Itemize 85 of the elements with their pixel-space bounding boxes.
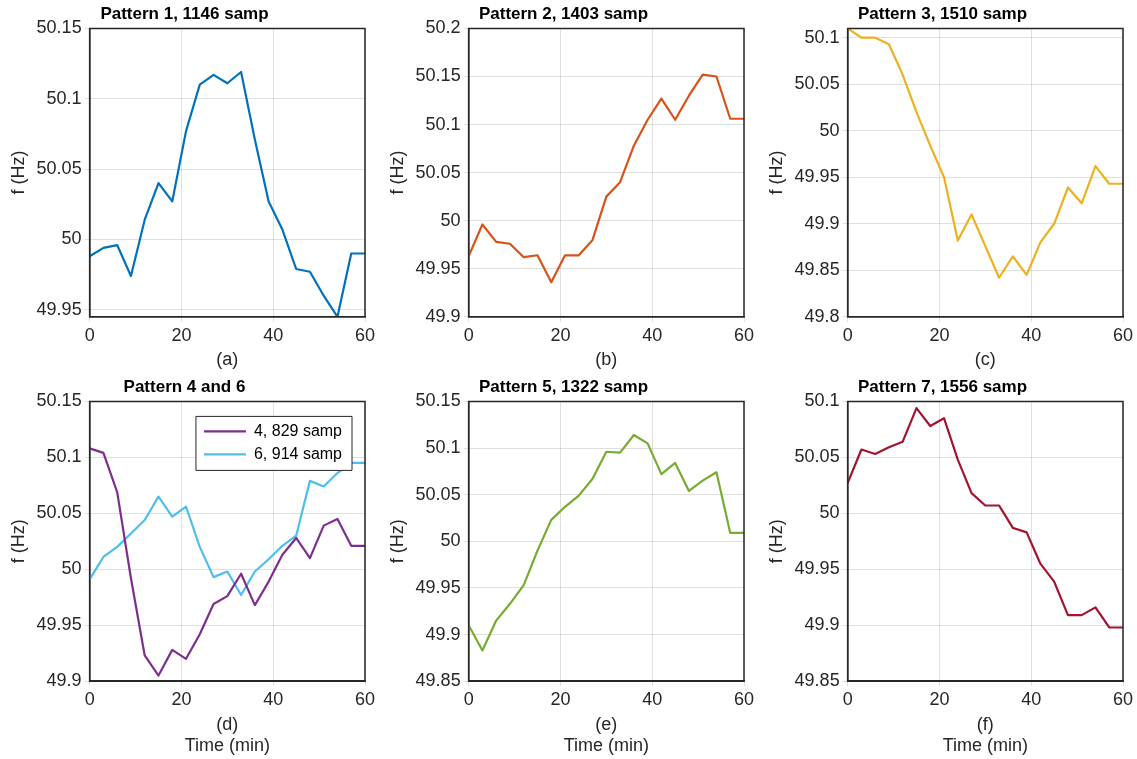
chart-title: Pattern 4 and 6 (123, 376, 246, 396)
x-tick-label: 40 (642, 324, 663, 345)
x-axis-title: Time (min) (942, 735, 1028, 756)
text: (d) (216, 713, 239, 734)
chart-title: Pattern 7, 1556 samp (857, 376, 1028, 396)
y-tick-label: 50.05 (36, 502, 82, 523)
y-tick-label: 50.1 (46, 87, 82, 108)
x-tick-label: 0 (463, 688, 474, 709)
text: (b) (595, 349, 618, 370)
y-tick-label: 50.05 (415, 483, 461, 504)
x-tick-label: 60 (354, 688, 376, 709)
y-tick-label: 50.1 (425, 113, 461, 134)
y-axis-title: f (Hz) (765, 519, 786, 564)
x-tick-label: 0 (84, 324, 95, 345)
x-tick-label: 40 (263, 324, 284, 345)
y-axis-title: f (Hz) (386, 519, 407, 564)
y-tick-label: 49.85 (794, 259, 840, 280)
x-tick-label: 20 (171, 688, 192, 709)
x-tick-label: 0 (84, 688, 95, 709)
y-tick-label: 50.05 (794, 73, 840, 94)
x-tick-label: 40 (1021, 324, 1042, 345)
y-axis-title: f (Hz) (386, 150, 407, 195)
y-tick-label: 49.85 (794, 670, 840, 691)
x-tick-label: 20 (929, 688, 950, 709)
y-tick-label: 49.8 (804, 305, 840, 326)
x-tick-label: 0 (463, 324, 474, 345)
y-tick-label: 50.05 (36, 158, 82, 179)
text: (c) (974, 349, 996, 370)
y-tick-label: 50 (819, 119, 840, 140)
y-tick-label: 49.95 (415, 576, 461, 597)
x-tick-label: 60 (1112, 324, 1134, 345)
y-axis-title: f (Hz) (7, 519, 28, 564)
x-tick-label: 0 (842, 324, 853, 345)
x-tick-label: 40 (1021, 688, 1042, 709)
x-axis-title: Time (min) (563, 735, 649, 756)
y-tick-label: 50.05 (415, 161, 461, 182)
y-tick-label: 50.1 (46, 446, 82, 467)
x-tick-label: 20 (550, 688, 571, 709)
y-tick-label: 49.9 (804, 614, 840, 635)
y-tick-label: 49.95 (36, 298, 82, 319)
y-tick-label: 50 (440, 530, 461, 551)
chart-title: Pattern 3, 1510 samp (857, 3, 1028, 23)
y-tick-label: 49.9 (425, 623, 461, 644)
x-tick-label: 20 (550, 324, 571, 345)
x-tick-label: 0 (842, 688, 853, 709)
y-tick-label: 50 (61, 228, 82, 249)
legend-label: 4, 829 samp (253, 421, 343, 439)
y-tick-label: 50.05 (794, 446, 840, 467)
y-tick-label: 50.15 (36, 17, 82, 38)
y-tick-label: 50 (440, 209, 461, 230)
x-tick-label: 40 (642, 688, 663, 709)
y-tick-label: 50.1 (425, 437, 461, 457)
x-tick-label: 40 (263, 688, 284, 709)
y-tick-label: 50 (819, 502, 840, 523)
y-tick-label: 50.15 (415, 65, 461, 86)
chart-title: Pattern 2, 1403 samp (478, 3, 649, 23)
y-tick-label: 49.95 (794, 558, 840, 579)
text: (a) (216, 349, 239, 370)
chart-title: Pattern 5, 1322 samp (478, 376, 649, 396)
y-tick-label: 50.2 (425, 17, 461, 38)
y-tick-label: 50.15 (415, 390, 461, 411)
text: (e) (595, 713, 618, 734)
text: (f) (976, 713, 994, 734)
y-tick-label: 49.9 (804, 212, 840, 233)
y-tick-label: 50.15 (36, 390, 82, 411)
y-tick-label: 49.95 (415, 257, 461, 278)
y-tick-label: 50.1 (804, 26, 840, 47)
x-tick-label: 60 (1112, 688, 1134, 709)
y-tick-label: 49.95 (36, 614, 82, 635)
y-tick-label: 49.9 (46, 670, 82, 691)
y-axis-title: f (Hz) (765, 150, 786, 195)
y-tick-label: 50 (61, 558, 82, 579)
y-tick-label: 49.85 (415, 670, 461, 691)
x-tick-label: 60 (733, 324, 755, 345)
x-tick-label: 60 (733, 688, 755, 709)
x-axis-title: Time (min) (184, 735, 270, 756)
chart-title: Pattern 1, 1146 samp (100, 3, 269, 23)
x-tick-label: 20 (171, 324, 192, 345)
x-tick-label: 60 (354, 324, 376, 345)
legend-label: 6, 914 samp (253, 444, 343, 462)
y-tick-label: 49.9 (425, 305, 461, 326)
x-tick-label: 20 (929, 324, 950, 345)
y-tick-label: 49.95 (794, 166, 840, 187)
y-tick-label: 50.1 (804, 390, 840, 411)
y-axis-title: f (Hz) (7, 150, 28, 195)
